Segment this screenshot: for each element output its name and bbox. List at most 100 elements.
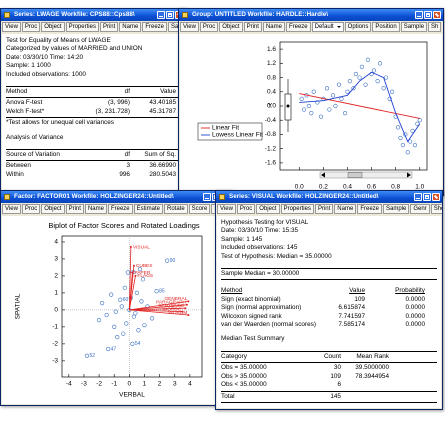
separator (6, 160, 180, 162)
y-tick-label: 0.0 (267, 103, 276, 110)
window-controls (415, 11, 441, 19)
toolbar-button[interactable]: Proc (21, 204, 41, 214)
group-window: Group: UNTITLED Workfile: HARDLE::Hardle… (178, 8, 444, 196)
toolbar-button[interactable]: Name (334, 204, 357, 214)
cell: Sign (normal approximation) (221, 304, 302, 312)
toolbar-button[interactable]: Object (256, 204, 280, 214)
minimize-button[interactable] (203, 193, 211, 201)
table-header: Source of Variation df Sum of Sq. (6, 151, 180, 159)
table-row: Within 996 280.5043 (6, 171, 180, 179)
toolbar-button[interactable]: Proc (236, 204, 256, 214)
toolbar-button[interactable]: Freeze (142, 22, 167, 32)
header-line: Categorized by values of MARRIED and UNI… (6, 45, 143, 53)
separator (221, 362, 437, 364)
toolbar-button[interactable]: Genr (410, 204, 430, 214)
toolbar-button[interactable]: View (2, 22, 21, 32)
score-point (137, 267, 143, 272)
cell: Sign (exact binomial) (221, 295, 281, 303)
toolbar-button[interactable]: Name (84, 204, 107, 214)
maximize-button[interactable] (423, 193, 431, 201)
toolbar-button[interactable]: Object (219, 22, 243, 32)
score-point (125, 270, 130, 275)
legend-box (197, 122, 263, 141)
close-button[interactable] (433, 11, 441, 19)
toolbar-button[interactable]: Object (41, 204, 65, 214)
loading-label: CUBES (136, 263, 153, 269)
cell: 7.741597 (338, 312, 365, 320)
toolbar-button[interactable]: Print (65, 204, 84, 214)
toolbar-button[interactable]: Options (344, 22, 372, 32)
table-row: Wilcoxon signed rank 7.741597 0.0000 (221, 313, 437, 321)
x-tick-label: 0.8 (391, 184, 400, 191)
toolbar-button[interactable]: View (2, 204, 21, 214)
data-point (351, 86, 356, 91)
score-point (113, 309, 118, 314)
header-line: Hypothesis Testing for VISUAL (221, 219, 309, 226)
toolbar-button[interactable]: Properties (65, 22, 99, 32)
minimize-button[interactable] (415, 11, 423, 19)
y-tick-label: -2 (52, 341, 58, 348)
toolbar-button[interactable]: Position (372, 22, 400, 32)
data-point (359, 64, 365, 69)
toolbar-button[interactable]: Print (243, 22, 262, 32)
data-point (330, 93, 336, 98)
toolbar-button[interactable]: Sheet (430, 204, 442, 214)
minimize-button[interactable] (414, 193, 422, 201)
separator (6, 97, 180, 99)
toolbar-button[interactable]: Name (119, 22, 142, 32)
data-point (387, 96, 392, 101)
toolbar-button[interactable]: Freeze (107, 204, 133, 214)
toolbar-button[interactable]: Print (99, 22, 119, 32)
factor-window: Factor: FACTOR01 Workfile: HOLZINGER24::… (0, 190, 232, 406)
cell: Within (6, 170, 24, 178)
biplot: Biplot of Factor Scores and Rotated Load… (15, 221, 203, 399)
data-point (377, 61, 383, 66)
cell: df (124, 151, 130, 159)
toolbar-button[interactable]: View (217, 204, 236, 214)
toolbar-button[interactable]: View (180, 22, 199, 32)
spacer (221, 261, 437, 267)
spacer (6, 79, 180, 85)
toolbar-button[interactable]: Object (41, 22, 65, 32)
toolbar-button[interactable]: Freeze (357, 204, 382, 214)
cell: 3 (126, 162, 130, 170)
scroll-thumb[interactable] (347, 172, 363, 178)
loading-label: FLAGS (137, 273, 153, 279)
data-point (327, 107, 332, 112)
toolbar-button[interactable]: Proc (199, 22, 219, 32)
loading-tip (132, 264, 135, 267)
loading-vector (129, 304, 187, 311)
maximize-button[interactable] (166, 11, 174, 19)
maximize-button[interactable] (424, 11, 432, 19)
data-point (333, 103, 338, 109)
close-button[interactable] (432, 193, 440, 201)
data-point (383, 75, 389, 80)
toolbar-button[interactable]: Rotate (163, 204, 188, 214)
y-tick-label: -1.6 (265, 160, 277, 167)
cell: 996 (119, 170, 130, 178)
cell: (3, 231.728) (95, 107, 130, 115)
toolbar-button[interactable]: Sh (428, 22, 442, 32)
toolbar-button[interactable]: Freeze (285, 22, 311, 32)
toolbar-button[interactable]: Sample (383, 204, 410, 214)
window-title: Series: LWAGE Workfile: CPS88::Cps88\ (14, 11, 135, 18)
minimize-button[interactable] (157, 11, 165, 19)
toolbar-button[interactable]: Sample (400, 22, 428, 32)
cell: van der Waerden (normal scores) (221, 321, 316, 329)
scroll-right[interactable] (407, 172, 411, 178)
cell: Category (221, 352, 247, 360)
toolbar-button[interactable]: Estimate (133, 204, 163, 214)
header-line: Sample: 1 1000 (6, 62, 51, 70)
toolbar-button[interactable]: Proc (21, 22, 41, 32)
plot-frame (61, 235, 203, 378)
data-point (342, 111, 348, 116)
loading-tip (187, 300, 190, 303)
scroll-left[interactable] (321, 172, 325, 178)
toolbar-button[interactable]: Score (188, 204, 211, 214)
toolbar-button[interactable]: Properties (280, 204, 314, 214)
toolbar-button[interactable]: Name (262, 22, 285, 32)
x-tick-label: 0.6 (367, 184, 376, 191)
toolbar-button[interactable]: Print (314, 204, 334, 214)
score-point (122, 285, 127, 290)
toolbar-button[interactable]: Default (311, 22, 344, 32)
